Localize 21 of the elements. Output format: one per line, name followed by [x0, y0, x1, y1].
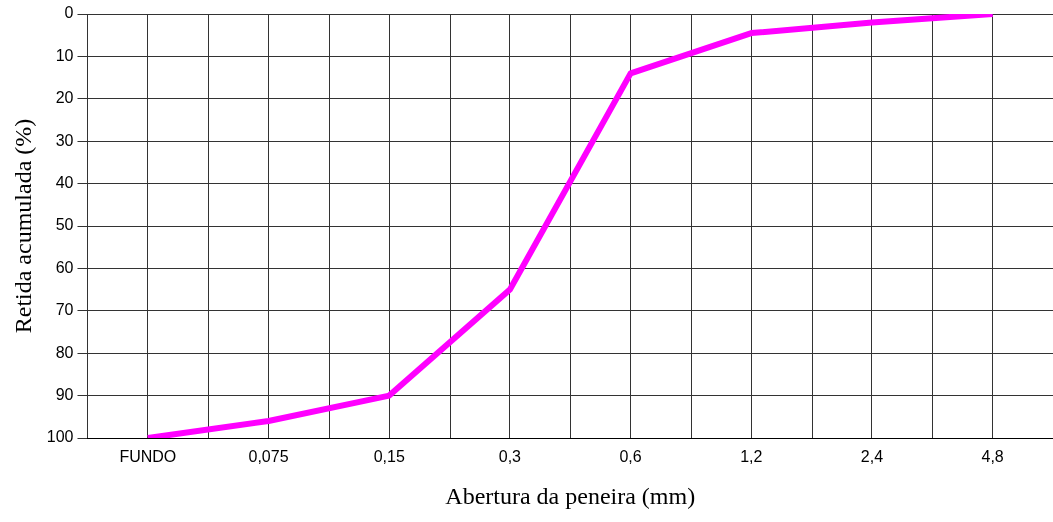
x-tick-label: 0,15 [373, 448, 405, 466]
y-tick-label: 90 [55, 386, 74, 404]
y-tick-label: 10 [55, 46, 74, 64]
x-tick-label: FUNDO [119, 448, 177, 466]
y-tick-label: 50 [55, 216, 74, 234]
y-tick-label: 70 [55, 301, 74, 319]
x-tick-label: 2,4 [860, 448, 884, 466]
x-tick-label: 0,6 [619, 448, 642, 466]
x-tick-label: 0,075 [248, 448, 289, 466]
x-axis-title: Abertura da peneira (mm) [445, 482, 696, 509]
y-tick-label: 80 [55, 343, 74, 361]
x-tick-label: 1,2 [740, 448, 763, 466]
y-tick-label: 60 [55, 258, 74, 276]
x-tick-label: 0,3 [498, 448, 522, 466]
y-tick-label: 20 [55, 89, 74, 107]
y-axis-title: Retida acumulada (%) [9, 118, 36, 334]
y-tick-label: 0 [64, 4, 74, 22]
x-tick-label: 4,8 [981, 448, 1004, 466]
y-tick-label: 100 [46, 428, 74, 446]
y-tick-label: 30 [55, 131, 74, 149]
y-tick-label: 40 [55, 174, 74, 192]
